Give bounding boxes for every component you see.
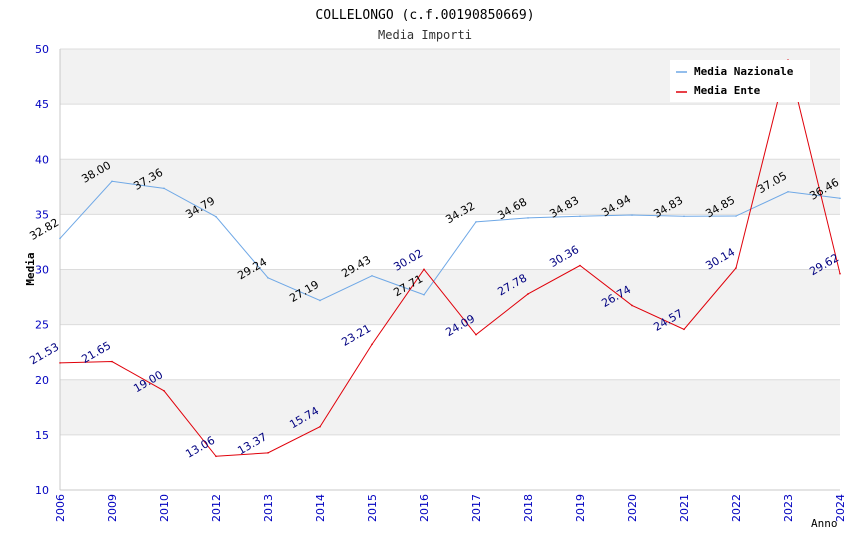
plot-band — [60, 324, 840, 380]
data-point — [631, 214, 633, 216]
x-axis-title: Anno — [811, 517, 838, 530]
data-point — [527, 293, 529, 295]
y-tick-label: 35 — [35, 208, 49, 221]
y-tick-label: 25 — [35, 319, 49, 332]
data-point — [59, 362, 61, 364]
y-tick-label: 15 — [35, 429, 49, 442]
data-point — [371, 343, 373, 346]
plot-band — [60, 379, 840, 435]
x-tick-label: 2022 — [730, 494, 743, 522]
x-tick-label: 2012 — [210, 494, 223, 522]
data-point — [423, 293, 425, 296]
data-point — [59, 237, 61, 240]
data-point — [787, 190, 789, 193]
plot-band — [60, 214, 840, 270]
data-point — [839, 197, 841, 200]
x-tick-label: 2016 — [418, 494, 431, 522]
data-point — [475, 221, 477, 223]
plot-band — [60, 269, 840, 325]
x-tick-label: 2024 — [834, 494, 847, 522]
series-lines — [59, 59, 841, 458]
x-tick-label: 2014 — [314, 494, 327, 522]
data-point — [163, 389, 165, 392]
data-point — [683, 328, 685, 331]
y-axis-title: Media — [24, 252, 37, 285]
x-tick-label: 2021 — [678, 494, 691, 522]
data-point — [579, 215, 581, 218]
legend-label-ente: Media Ente — [694, 84, 761, 97]
y-tick-label: 45 — [35, 98, 49, 111]
x-tick-label: 2020 — [626, 494, 639, 522]
y-tick-label: 10 — [35, 484, 49, 497]
data-point — [735, 267, 737, 269]
x-tick-label: 2018 — [522, 494, 535, 522]
data-point — [111, 360, 113, 363]
x-tick-label: 2023 — [782, 494, 795, 522]
data-point — [319, 299, 321, 302]
x-tick-label: 2006 — [54, 494, 67, 522]
data-label: 21.53 — [27, 340, 61, 367]
series-line-media-nazionale — [59, 180, 841, 302]
x-tick-label: 2013 — [262, 494, 275, 522]
data-point — [111, 180, 113, 183]
chart-title: COLLELONGO (c.f.00190850669) — [315, 8, 534, 23]
legend: Media Nazionale Media Ente — [670, 60, 810, 102]
data-point — [267, 452, 269, 454]
y-tick-label: 30 — [35, 264, 49, 277]
data-point — [215, 455, 217, 458]
data-point — [631, 304, 633, 307]
plot-band — [60, 159, 840, 215]
y-tick-label: 40 — [35, 153, 49, 166]
plot-band — [60, 434, 840, 490]
series-line-media-ente — [59, 59, 841, 457]
legend-box — [670, 60, 810, 102]
x-tick-label: 2015 — [366, 494, 379, 522]
axes: 10 15 20 25 30 35 40 45 50 2006 2009 2010 2012 2013 20… — [35, 43, 847, 522]
data-point — [527, 217, 529, 219]
y-tick-label: 20 — [35, 374, 49, 387]
data-point — [319, 425, 321, 428]
x-tick-label: 2009 — [106, 494, 119, 522]
data-point — [163, 187, 165, 190]
plot-bands — [60, 49, 840, 490]
y-tick-label: 50 — [35, 43, 49, 56]
data-point — [371, 274, 373, 277]
x-tick-label: 2017 — [470, 494, 483, 522]
data-point — [215, 215, 217, 218]
data-point — [267, 277, 269, 279]
data-point — [839, 272, 841, 275]
x-tick-label: 2019 — [574, 494, 587, 522]
data-point — [579, 264, 581, 267]
data-point — [475, 333, 477, 336]
plot-band — [60, 104, 840, 160]
legend-label-nazionale: Media Nazionale — [694, 65, 794, 78]
data-point — [423, 268, 425, 271]
chart-subtitle: Media Importi — [378, 28, 472, 42]
data-point — [683, 215, 685, 218]
data-point — [735, 215, 737, 217]
x-tick-label: 2010 — [158, 494, 171, 522]
